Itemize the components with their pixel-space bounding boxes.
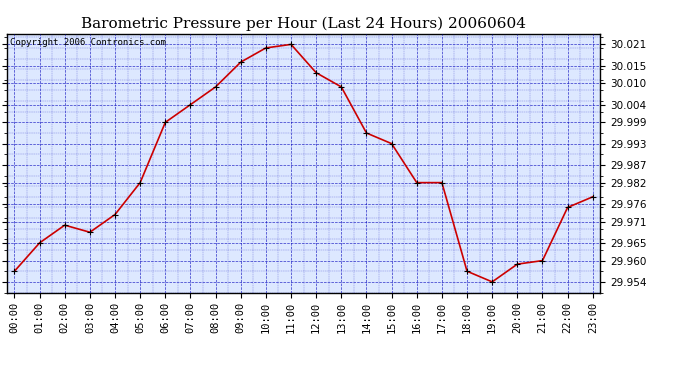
Text: Copyright 2006 Contronics.com: Copyright 2006 Contronics.com	[10, 38, 166, 46]
Title: Barometric Pressure per Hour (Last 24 Hours) 20060604: Barometric Pressure per Hour (Last 24 Ho…	[81, 17, 526, 31]
